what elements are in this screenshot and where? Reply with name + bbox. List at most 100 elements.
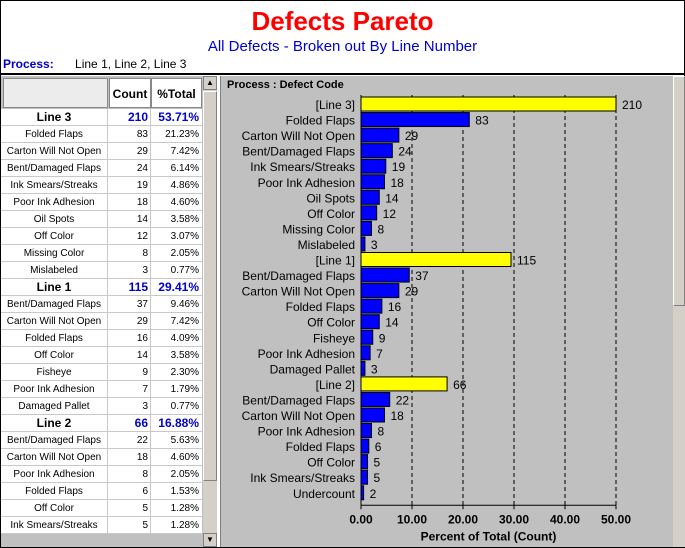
table-group-row[interactable]: Line 2 66 16.88% <box>1 415 202 432</box>
value-label: 210 <box>622 98 642 112</box>
value-label: 24 <box>398 145 412 159</box>
row-count: 8 <box>108 245 151 262</box>
value-label: 5 <box>374 456 381 470</box>
row-pct: 2.30% <box>170 367 199 378</box>
pareto-chart: [Line 3] 210 Folded Flaps 83 Carton Will Not… <box>242 95 642 543</box>
bar <box>360 143 393 159</box>
row-name: Carton Will Not Open <box>1 143 108 160</box>
header-divider <box>1 73 684 75</box>
table-row[interactable]: Damaged Pallet 3 0.77% <box>1 398 202 415</box>
table-row[interactable]: Off Color 14 3.58% <box>1 347 202 364</box>
row-pct: 29.41% <box>158 280 199 294</box>
value-label: 6 <box>375 440 382 454</box>
page-title: Defects Pareto <box>251 6 434 36</box>
category-label: Folded Flaps <box>286 114 355 128</box>
table-header: Count %Total <box>1 78 202 108</box>
row-count: 7 <box>108 381 151 398</box>
row-count: 29 <box>108 143 151 160</box>
bar <box>360 205 378 221</box>
col-header-pct[interactable]: %Total <box>151 78 202 108</box>
table-row[interactable]: Off Color 12 3.07% <box>1 228 202 245</box>
category-label: Carton Will Not Open <box>242 129 355 143</box>
bar <box>360 298 383 314</box>
bar <box>360 360 366 376</box>
value-label: 12 <box>383 207 397 221</box>
table-row[interactable]: Oil Spots 14 3.58% <box>1 211 202 228</box>
row-count: 8 <box>108 466 151 483</box>
bar <box>360 407 385 423</box>
row-count: 210 <box>108 109 151 126</box>
table-row[interactable]: Ink Smears/Streaks 19 4.86% <box>1 177 202 194</box>
col-header-count[interactable]: Count <box>109 78 151 108</box>
category-label: Off Color <box>307 316 355 330</box>
table-row[interactable]: Carton Will Not Open 18 4.60% <box>1 449 202 466</box>
table-scrollbar[interactable]: ▲ ▼ <box>203 76 217 547</box>
table-group-row[interactable]: Line 3 210 53.71% <box>1 109 202 126</box>
table-row[interactable]: Folded Flaps 83 21.23% <box>1 126 202 143</box>
bar <box>360 345 371 361</box>
row-count: 3 <box>108 262 151 279</box>
row-pct: 3.58% <box>170 214 199 225</box>
row-pct: 3.07% <box>170 231 199 242</box>
category-label: Poor Ink Adhesion <box>258 425 355 439</box>
row-name: Bent/Damaged Flaps <box>1 432 108 449</box>
x-tick-label: 20.00 <box>448 512 478 526</box>
row-count: 14 <box>108 347 151 364</box>
row-name: Missing Color <box>1 245 108 262</box>
table-row[interactable]: Mislabeled 3 0.77% <box>1 262 202 279</box>
table-row[interactable]: Bent/Damaged Flaps 24 6.14% <box>1 160 202 177</box>
bar <box>360 329 374 345</box>
scroll-down-arrow-icon[interactable]: ▼ <box>203 533 217 547</box>
category-label: Mislabeled <box>298 238 355 252</box>
bar <box>360 438 370 454</box>
table-row[interactable]: Folded Flaps 16 4.09% <box>1 330 202 347</box>
table-row[interactable]: Ink Smears/Streaks 5 1.28% <box>1 517 202 534</box>
row-count: 66 <box>108 415 151 432</box>
row-pct: 1.79% <box>170 384 199 395</box>
row-count: 22 <box>108 432 151 449</box>
chart-scrollbar[interactable] <box>673 76 685 547</box>
row-pct: 0.77% <box>170 265 199 276</box>
bar <box>360 283 400 299</box>
table-row[interactable]: Fisheye 9 2.30% <box>1 364 202 381</box>
table-group-row[interactable]: Line 1 115 29.41% <box>1 279 202 296</box>
value-label: 83 <box>475 114 489 128</box>
value-label: 7 <box>376 347 383 361</box>
value-label: 19 <box>392 160 406 174</box>
chart-panel: Process : Defect Code [Line 3] 210 Folded … <box>220 76 685 547</box>
row-pct: 2.05% <box>170 469 199 480</box>
table-row[interactable]: Poor Ink Adhesion 8 2.05% <box>1 466 202 483</box>
bar <box>360 236 366 252</box>
scroll-thumb[interactable] <box>203 91 217 481</box>
chart-header: Process : Defect Code <box>227 79 344 91</box>
scroll-up-arrow-icon[interactable]: ▲ <box>203 76 217 90</box>
bar <box>360 112 470 128</box>
row-name: Off Color <box>1 347 108 364</box>
row-count: 37 <box>108 296 151 313</box>
table-row[interactable]: Folded Flaps 6 1.53% <box>1 483 202 500</box>
row-name: Fisheye <box>1 364 108 381</box>
table-row[interactable]: Bent/Damaged Flaps 22 5.63% <box>1 432 202 449</box>
table-row[interactable]: Carton Will Not Open 29 7.42% <box>1 143 202 160</box>
row-name: Folded Flaps <box>1 330 108 347</box>
value-label: 3 <box>371 238 378 252</box>
process-filter: Process: Line 1, Line 2, Line 3 <box>3 57 186 71</box>
table-row[interactable]: Carton Will Not Open 29 7.42% <box>1 313 202 330</box>
bar <box>360 391 391 407</box>
category-label: Oil Spots <box>306 191 355 205</box>
table-row[interactable]: Missing Color 8 2.05% <box>1 245 202 262</box>
row-count: 18 <box>108 194 151 211</box>
row-pct: 7.42% <box>170 316 199 327</box>
category-label: [Line 3] <box>316 98 355 112</box>
row-name: Line 2 <box>1 415 108 432</box>
row-pct: 3.58% <box>170 350 199 361</box>
row-pct: 4.09% <box>170 333 199 344</box>
table-row[interactable]: Poor Ink Adhesion 18 4.60% <box>1 194 202 211</box>
category-label: Folded Flaps <box>286 440 355 454</box>
row-count: 29 <box>108 313 151 330</box>
table-row[interactable]: Bent/Damaged Flaps 37 9.46% <box>1 296 202 313</box>
category-label: [Line 2] <box>316 378 355 392</box>
chart-scroll-thumb[interactable] <box>673 76 685 306</box>
table-row[interactable]: Off Color 5 1.28% <box>1 500 202 517</box>
table-row[interactable]: Poor Ink Adhesion 7 1.79% <box>1 381 202 398</box>
